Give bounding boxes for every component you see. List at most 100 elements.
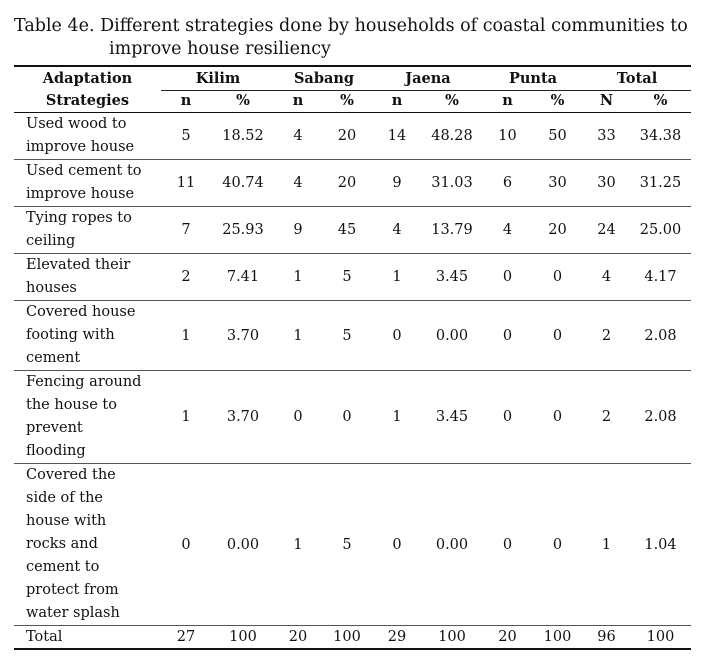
caption-line-2: improve house resiliency [109, 39, 331, 59]
value-cell: 31.25 [630, 159, 691, 207]
subheader: n [292, 92, 304, 109]
table-row: Covered the side of the house with rocks an… [14, 463, 691, 626]
value-cell: 11 [161, 159, 211, 207]
value-cell: 45 [321, 206, 373, 254]
value-cell: 9 [275, 206, 321, 254]
value-cell: 5 [321, 300, 373, 371]
value-cell: 30 [583, 159, 630, 207]
value-cell: 1 [275, 463, 321, 626]
strategy-label-line: cement to [26, 559, 100, 575]
value-cell: 3.70 [211, 300, 275, 371]
header-strategies: Strategies [45, 91, 130, 109]
strategy-label-line: protect from [26, 582, 119, 598]
total-value-cell: 29 [373, 625, 421, 650]
table-row: Used wood to improve house 5 18.52 4 20 14 48.2… [14, 112, 691, 160]
value-cell: 0 [275, 370, 321, 464]
total-value-cell: 20 [275, 625, 321, 650]
strategy-label-line: Covered house [26, 304, 136, 320]
caption-line-1: Table 4e. Different strategies done by h… [14, 16, 688, 36]
value-cell: 0 [532, 463, 583, 626]
value-cell: 1 [161, 300, 211, 371]
value-cell: 0.00 [211, 463, 275, 626]
total-value-cell: 96 [583, 625, 630, 650]
total-value-cell: 27 [161, 625, 211, 650]
table-row: Fencing around the house to prevent floodin… [14, 370, 691, 464]
value-cell: 25.00 [630, 206, 691, 254]
strategy-label: Tying ropes to ceiling [14, 206, 161, 254]
value-cell: 20 [532, 206, 583, 254]
value-cell: 4 [275, 159, 321, 207]
value-cell: 5 [161, 112, 211, 160]
value-cell: 0 [532, 253, 583, 301]
value-cell: 24 [583, 206, 630, 254]
subheader: n [180, 92, 192, 109]
value-cell: 3.45 [421, 253, 483, 301]
header-row-sub: Strategies n % n % n % n % N % [14, 91, 691, 113]
value-cell: 2 [583, 300, 630, 371]
value-cell: 6 [483, 159, 532, 207]
table-caption: Table 4e. Different strategies done by h… [14, 15, 694, 61]
strategy-label-line: houses [26, 280, 77, 296]
value-cell: 9 [373, 159, 421, 207]
header-group-total: Total [583, 66, 691, 91]
strategy-label-line: rocks and [26, 536, 98, 552]
value-cell: 7.41 [211, 253, 275, 301]
value-cell: 48.28 [421, 112, 483, 160]
strategy-label-line: Tying ropes to [26, 210, 132, 226]
value-cell: 2.08 [630, 300, 691, 371]
value-cell: 1 [161, 370, 211, 464]
table-row: Elevated their houses 2 7.41 1 5 1 3.45 0 0 4 4.17 [14, 253, 691, 301]
subheader: % [236, 92, 250, 109]
value-cell: 5 [321, 463, 373, 626]
strategy-label-line: ceiling [26, 233, 76, 249]
value-cell: 0 [483, 253, 532, 301]
total-value-cell: 100 [630, 625, 691, 650]
header-row-groups: Adaptation Kilim Sabang Jaena Punta Tota… [14, 66, 691, 91]
value-cell: 1 [275, 253, 321, 301]
value-cell: 0 [483, 370, 532, 464]
value-cell: 25.93 [211, 206, 275, 254]
total-value-cell: 100 [532, 625, 583, 650]
table-body: Used wood to improve house 5 18.52 4 20 14 48.2… [14, 112, 691, 650]
header-group-punta: Punta [483, 66, 583, 91]
strategy-label: Used cement to improve house [14, 159, 161, 207]
value-cell: 2.08 [630, 370, 691, 464]
value-cell: 3.45 [421, 370, 483, 464]
value-cell: 0 [321, 370, 373, 464]
strategy-label-line: Used cement to [26, 163, 142, 179]
strategy-label: Covered house footing with cement [14, 300, 161, 371]
value-cell: 18.52 [211, 112, 275, 160]
header-group-sabang: Sabang [275, 66, 373, 91]
strategy-label-line: prevent [26, 420, 83, 436]
value-cell: 4 [483, 206, 532, 254]
strategy-label: Fencing around the house to prevent floodin… [14, 370, 161, 464]
strategy-label-line: improve house [26, 186, 135, 202]
value-cell: 5 [321, 253, 373, 301]
strategy-label: Elevated their houses [14, 253, 161, 301]
value-cell: 31.03 [421, 159, 483, 207]
value-cell: 30 [532, 159, 583, 207]
value-cell: 14 [373, 112, 421, 160]
header-group-kilim: Kilim [161, 66, 275, 91]
value-cell: 7 [161, 206, 211, 254]
subheader: % [340, 92, 354, 109]
strategy-label-line: Fencing around [26, 374, 142, 390]
total-row: Total 27 100 20 100 29 100 20 100 96 100 [14, 625, 691, 650]
value-cell: 10 [483, 112, 532, 160]
strategy-label-line: flooding [26, 443, 86, 459]
value-cell: 2 [161, 253, 211, 301]
value-cell: 0 [373, 300, 421, 371]
value-cell: 1.04 [630, 463, 691, 626]
value-cell: 50 [532, 112, 583, 160]
value-cell: 0 [483, 463, 532, 626]
value-cell: 1 [583, 463, 630, 626]
subheader: % [653, 92, 668, 109]
value-cell: 34.38 [630, 112, 691, 160]
strategy-label-line: footing with [26, 327, 115, 343]
value-cell: 0 [161, 463, 211, 626]
value-cell: 0 [532, 370, 583, 464]
strategy-label: Covered the side of the house with rocks an… [14, 463, 161, 626]
value-cell: 4 [275, 112, 321, 160]
total-value-cell: 20 [483, 625, 532, 650]
